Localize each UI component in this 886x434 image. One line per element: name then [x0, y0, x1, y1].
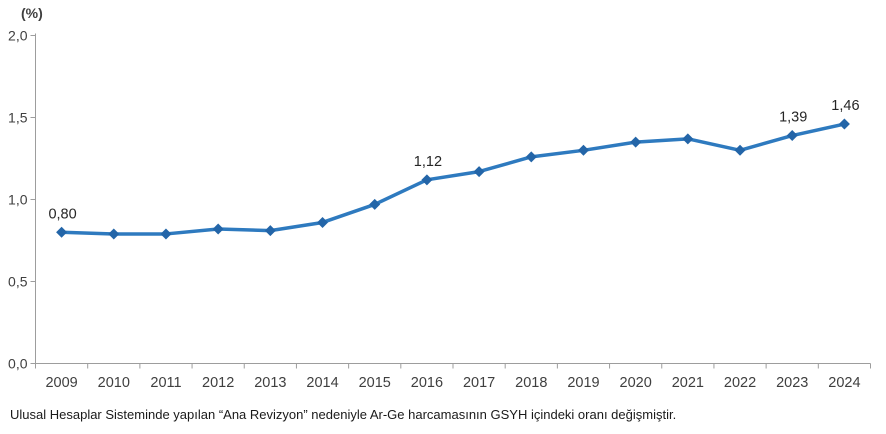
x-axis-year-label: 2010: [98, 375, 130, 391]
data-point-label: 0,80: [48, 206, 76, 222]
x-axis-year-label: 2014: [306, 375, 338, 391]
data-point-marker: [317, 216, 329, 228]
y-axis-tick-label: 0,0: [8, 356, 28, 372]
data-point-marker: [369, 198, 381, 210]
data-point-marker: [56, 226, 68, 238]
y-axis-tick-label: 0,5: [8, 274, 28, 290]
data-point-marker: [734, 144, 746, 156]
x-axis-year-label: 2019: [567, 375, 599, 391]
data-point-label: 1,39: [779, 110, 807, 126]
x-axis-year-label: 2016: [411, 375, 443, 391]
x-axis-year-label: 2022: [724, 375, 756, 391]
x-axis-year-label: 2013: [254, 375, 286, 391]
data-point-marker: [264, 225, 276, 237]
data-point-marker: [682, 133, 694, 145]
x-axis-year-label: 2015: [359, 375, 391, 391]
data-point-label: 1,46: [831, 98, 859, 114]
data-point-marker: [421, 174, 433, 186]
data-point-marker: [630, 136, 642, 148]
x-axis-year-label: 2023: [776, 375, 808, 391]
data-point-marker: [212, 223, 224, 235]
y-axis-tick-label: 2,0: [8, 28, 28, 44]
footnote: Ulusal Hesaplar Sisteminde yapılan “Ana …: [10, 407, 677, 422]
data-point-marker: [160, 228, 172, 240]
data-point-marker: [525, 151, 537, 163]
data-point-marker: [786, 130, 798, 142]
x-axis-year-label: 2021: [672, 375, 704, 391]
x-axis-year-label: 2012: [202, 375, 234, 391]
series-line: [59, 122, 847, 236]
data-point-marker: [577, 144, 589, 156]
y-axis-tick-label: 1,0: [8, 192, 28, 208]
x-axis-year-label: 2011: [150, 375, 181, 391]
data-point-label: 1,12: [414, 154, 442, 170]
y-axis-tick-label: 1,5: [8, 110, 28, 126]
x-axis-year-label: 2020: [620, 375, 652, 391]
data-point-marker: [838, 118, 850, 130]
x-axis-year-label: 2017: [463, 375, 495, 391]
data-point-marker: [473, 166, 485, 178]
x-axis-year-label: 2024: [828, 375, 860, 391]
x-axis-year-label: 2018: [515, 375, 547, 391]
x-axis-year-label: 2009: [45, 375, 77, 391]
y-axis-unit-label: (%): [21, 5, 43, 21]
data-point-marker: [108, 228, 120, 240]
